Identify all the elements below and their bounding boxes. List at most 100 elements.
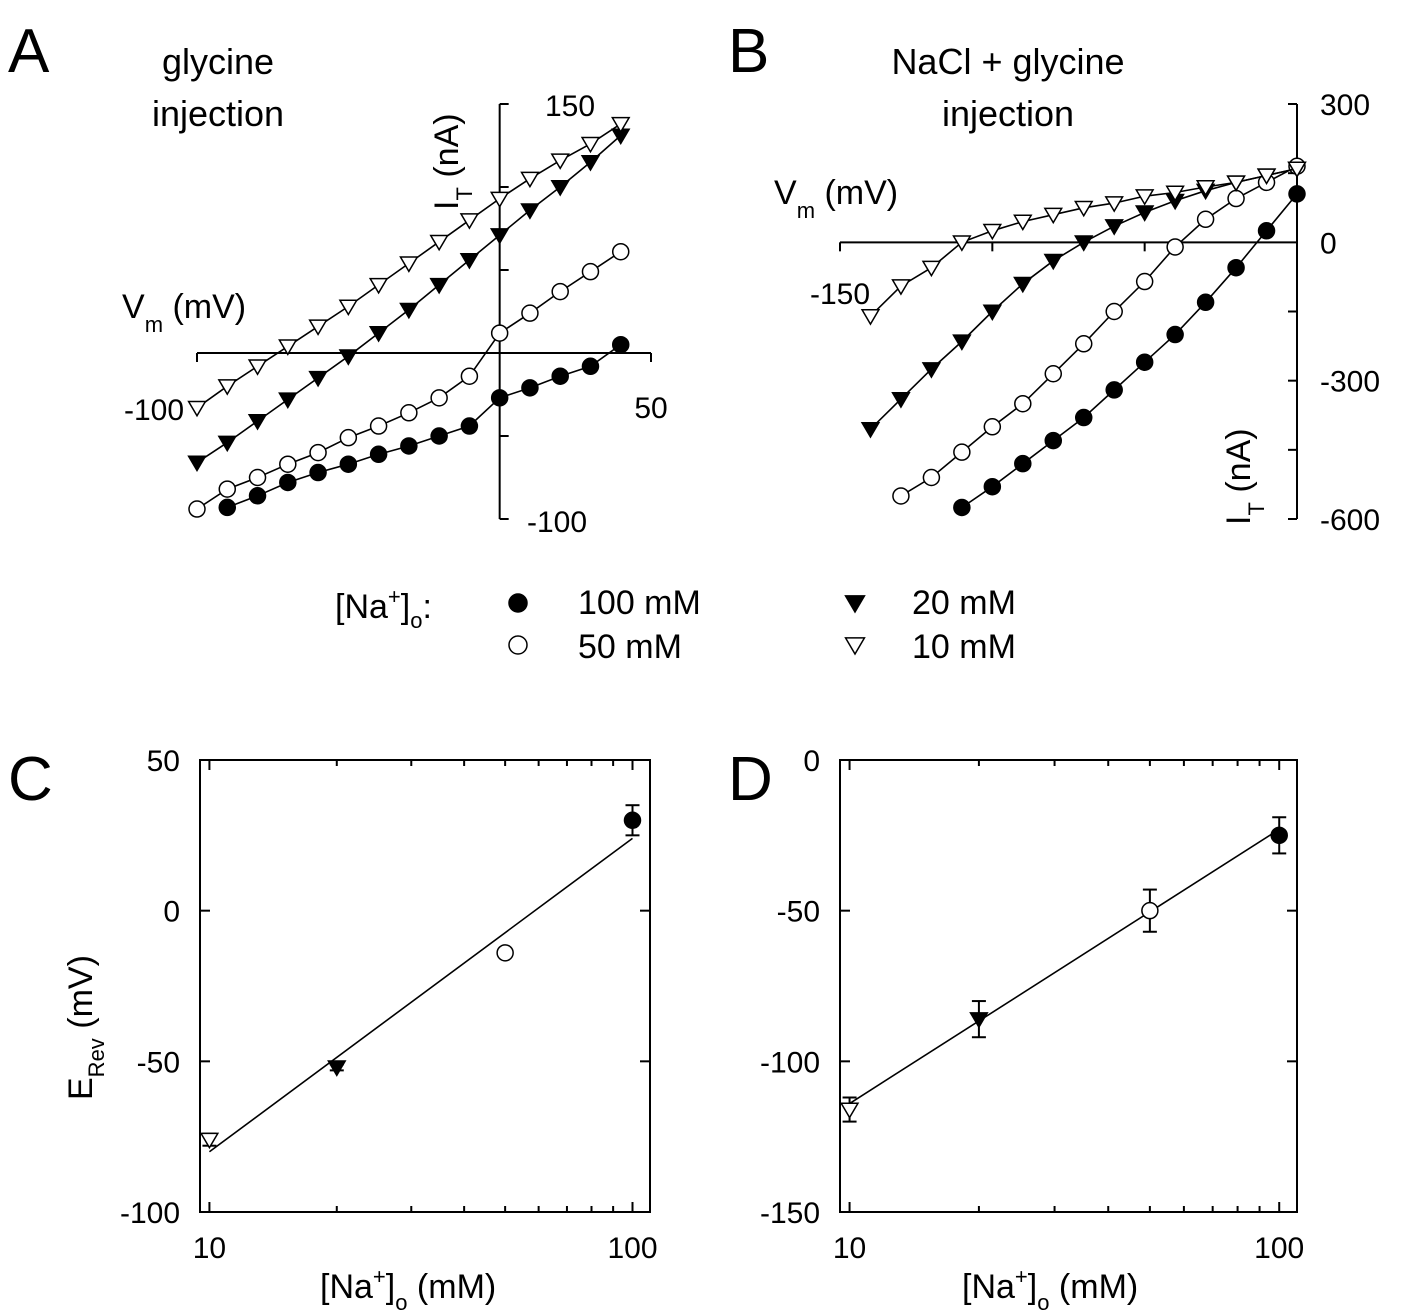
panel-c-fit-line bbox=[208, 837, 633, 1153]
data-point-10mm bbox=[1226, 175, 1246, 192]
data-point-20mm bbox=[921, 362, 942, 379]
data-point-100mm bbox=[1227, 258, 1245, 277]
panel-b-title-line-2: injection bbox=[942, 93, 1074, 134]
panel-c-point-20mm bbox=[327, 1060, 347, 1077]
panel-b-x-axis-label: Vm (mV) bbox=[774, 174, 898, 223]
panel-d-frame bbox=[839, 759, 1298, 1213]
data-point-10mm bbox=[1013, 214, 1033, 232]
panel-c-point-100mm bbox=[623, 811, 642, 830]
data-point-50mm bbox=[1196, 210, 1215, 229]
data-point-50mm bbox=[551, 282, 569, 301]
data-point-10mm bbox=[982, 223, 1003, 241]
data-point-100mm bbox=[490, 389, 509, 407]
panel-d-point-50mm bbox=[1141, 901, 1159, 920]
data-point-50mm bbox=[953, 443, 971, 461]
panel-d-point-20mm bbox=[969, 1012, 989, 1029]
legend-marker-50mm bbox=[508, 635, 528, 655]
legend-label-20mm: 20 mM bbox=[912, 584, 1016, 622]
data-point-20mm bbox=[187, 455, 207, 473]
panel-b-y-axis-label: IT (nA) bbox=[1220, 428, 1269, 525]
data-point-10mm bbox=[1104, 196, 1124, 213]
panel-c-y-tick-label: -50 bbox=[137, 1046, 180, 1079]
panel-a-y-tick-label: -100 bbox=[527, 506, 587, 539]
data-point-10mm bbox=[1256, 168, 1277, 185]
data-point-50mm bbox=[1135, 272, 1154, 291]
data-point-10mm bbox=[489, 191, 510, 209]
panel-b-y-tick-label: 300 bbox=[1320, 89, 1370, 122]
panel-a-y-tick-label: 150 bbox=[545, 90, 595, 123]
data-point-20mm bbox=[1074, 235, 1094, 252]
panel-c-point-50mm bbox=[496, 944, 514, 962]
data-point-100mm bbox=[279, 473, 297, 492]
data-point-20mm bbox=[489, 228, 510, 245]
data-point-10mm bbox=[520, 171, 540, 189]
panel-c-y-tick-label: 50 bbox=[147, 745, 180, 778]
data-point-20mm bbox=[1043, 253, 1063, 271]
data-point-50mm bbox=[248, 468, 267, 487]
data-point-100mm bbox=[983, 477, 1002, 496]
data-point-100mm bbox=[1044, 431, 1063, 450]
panel-b-y-tick-label: -600 bbox=[1320, 504, 1380, 537]
data-point-10mm bbox=[891, 279, 911, 296]
data-point-50mm bbox=[369, 417, 388, 435]
panel-a-x-axis-label: Vm (mV) bbox=[122, 288, 246, 337]
panel-d-point-100mm bbox=[1270, 826, 1288, 845]
data-point-50mm bbox=[1014, 394, 1032, 413]
data-point-100mm bbox=[1196, 293, 1215, 312]
panel-a-y-label-unit: (nA) bbox=[428, 113, 466, 187]
panel-d-fit-line bbox=[849, 828, 1280, 1105]
data-point-100mm bbox=[400, 437, 418, 455]
data-point-20mm bbox=[1134, 205, 1155, 222]
data-point-50mm bbox=[490, 324, 509, 342]
panel-letter-b: B bbox=[728, 17, 769, 86]
panel-c-plot bbox=[199, 759, 651, 1213]
data-point-20mm bbox=[429, 277, 449, 295]
data-point-50mm bbox=[218, 480, 237, 498]
legend-label-50mm: 50 mM bbox=[578, 628, 682, 666]
panel-d-y-tick-label: -150 bbox=[760, 1197, 820, 1230]
data-point-20mm bbox=[1013, 276, 1033, 294]
data-point-100mm bbox=[248, 487, 267, 505]
data-point-100mm bbox=[1074, 408, 1093, 427]
data-point-100mm bbox=[521, 379, 539, 397]
data-point-20mm bbox=[982, 304, 1003, 321]
data-point-20mm bbox=[520, 203, 540, 220]
data-point-50mm bbox=[521, 304, 539, 322]
data-point-20mm bbox=[278, 392, 298, 409]
panel-b-x-label-main: V bbox=[774, 174, 797, 212]
data-point-50mm bbox=[611, 242, 630, 261]
panel-a-y-label-main: I bbox=[428, 201, 466, 210]
data-point-20mm bbox=[952, 334, 972, 351]
data-point-10mm bbox=[952, 235, 972, 252]
panel-c-y-tick-label: 0 bbox=[163, 896, 180, 929]
panel-a-plot bbox=[187, 103, 652, 520]
data-point-20mm bbox=[1104, 219, 1124, 236]
data-point-100mm bbox=[1014, 454, 1032, 473]
panel-a-title-line-1: glycine bbox=[162, 41, 274, 82]
panel-b-y-label-sub: T bbox=[1244, 502, 1269, 515]
data-point-10mm bbox=[1165, 185, 1185, 202]
data-point-20mm bbox=[459, 252, 480, 270]
data-point-10mm bbox=[338, 299, 359, 316]
legend-marker-10mm bbox=[844, 637, 866, 656]
data-point-100mm bbox=[581, 357, 600, 376]
data-point-10mm bbox=[1074, 200, 1094, 218]
panel-b-title-line-1: NaCl + glycine bbox=[891, 41, 1124, 82]
data-point-20mm bbox=[368, 326, 389, 343]
data-point-50mm bbox=[1227, 189, 1245, 208]
data-point-50mm bbox=[279, 455, 297, 473]
data-point-10mm bbox=[921, 260, 942, 278]
data-point-20mm bbox=[308, 370, 328, 388]
panel-d-x-tick-label: 10 bbox=[833, 1232, 866, 1265]
data-point-100mm bbox=[309, 463, 327, 482]
data-point-50mm bbox=[430, 389, 448, 407]
panel-a-x-tick-label: 50 bbox=[634, 392, 667, 425]
legend-title: [Na+]o: bbox=[335, 584, 432, 633]
plots: -100 50 150 -100 -150 300 0 -300 -600 50 0 -50 -100 1… bbox=[120, 89, 1380, 1265]
data-point-10mm bbox=[217, 379, 237, 396]
data-point-20mm bbox=[891, 392, 911, 409]
data-point-10mm bbox=[550, 153, 570, 170]
data-point-50mm bbox=[460, 367, 479, 385]
data-point-20mm bbox=[860, 422, 881, 439]
data-point-10mm bbox=[187, 400, 207, 418]
